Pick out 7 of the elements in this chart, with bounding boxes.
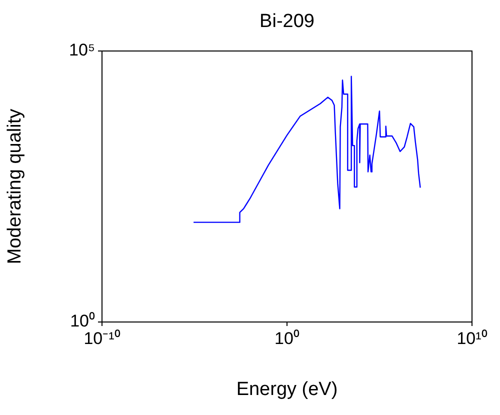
- y-tick-label: 10⁵: [69, 40, 95, 60]
- x-axis-title: Energy (eV): [236, 378, 338, 400]
- x-tick-label: 10⁻¹⁰: [84, 328, 120, 348]
- chart-title: Bi-209: [260, 11, 314, 32]
- x-tick-label: 10¹⁰: [456, 328, 488, 348]
- y-axis-title: Moderating quality: [4, 108, 26, 264]
- x-tick-label: 10⁰: [274, 328, 300, 348]
